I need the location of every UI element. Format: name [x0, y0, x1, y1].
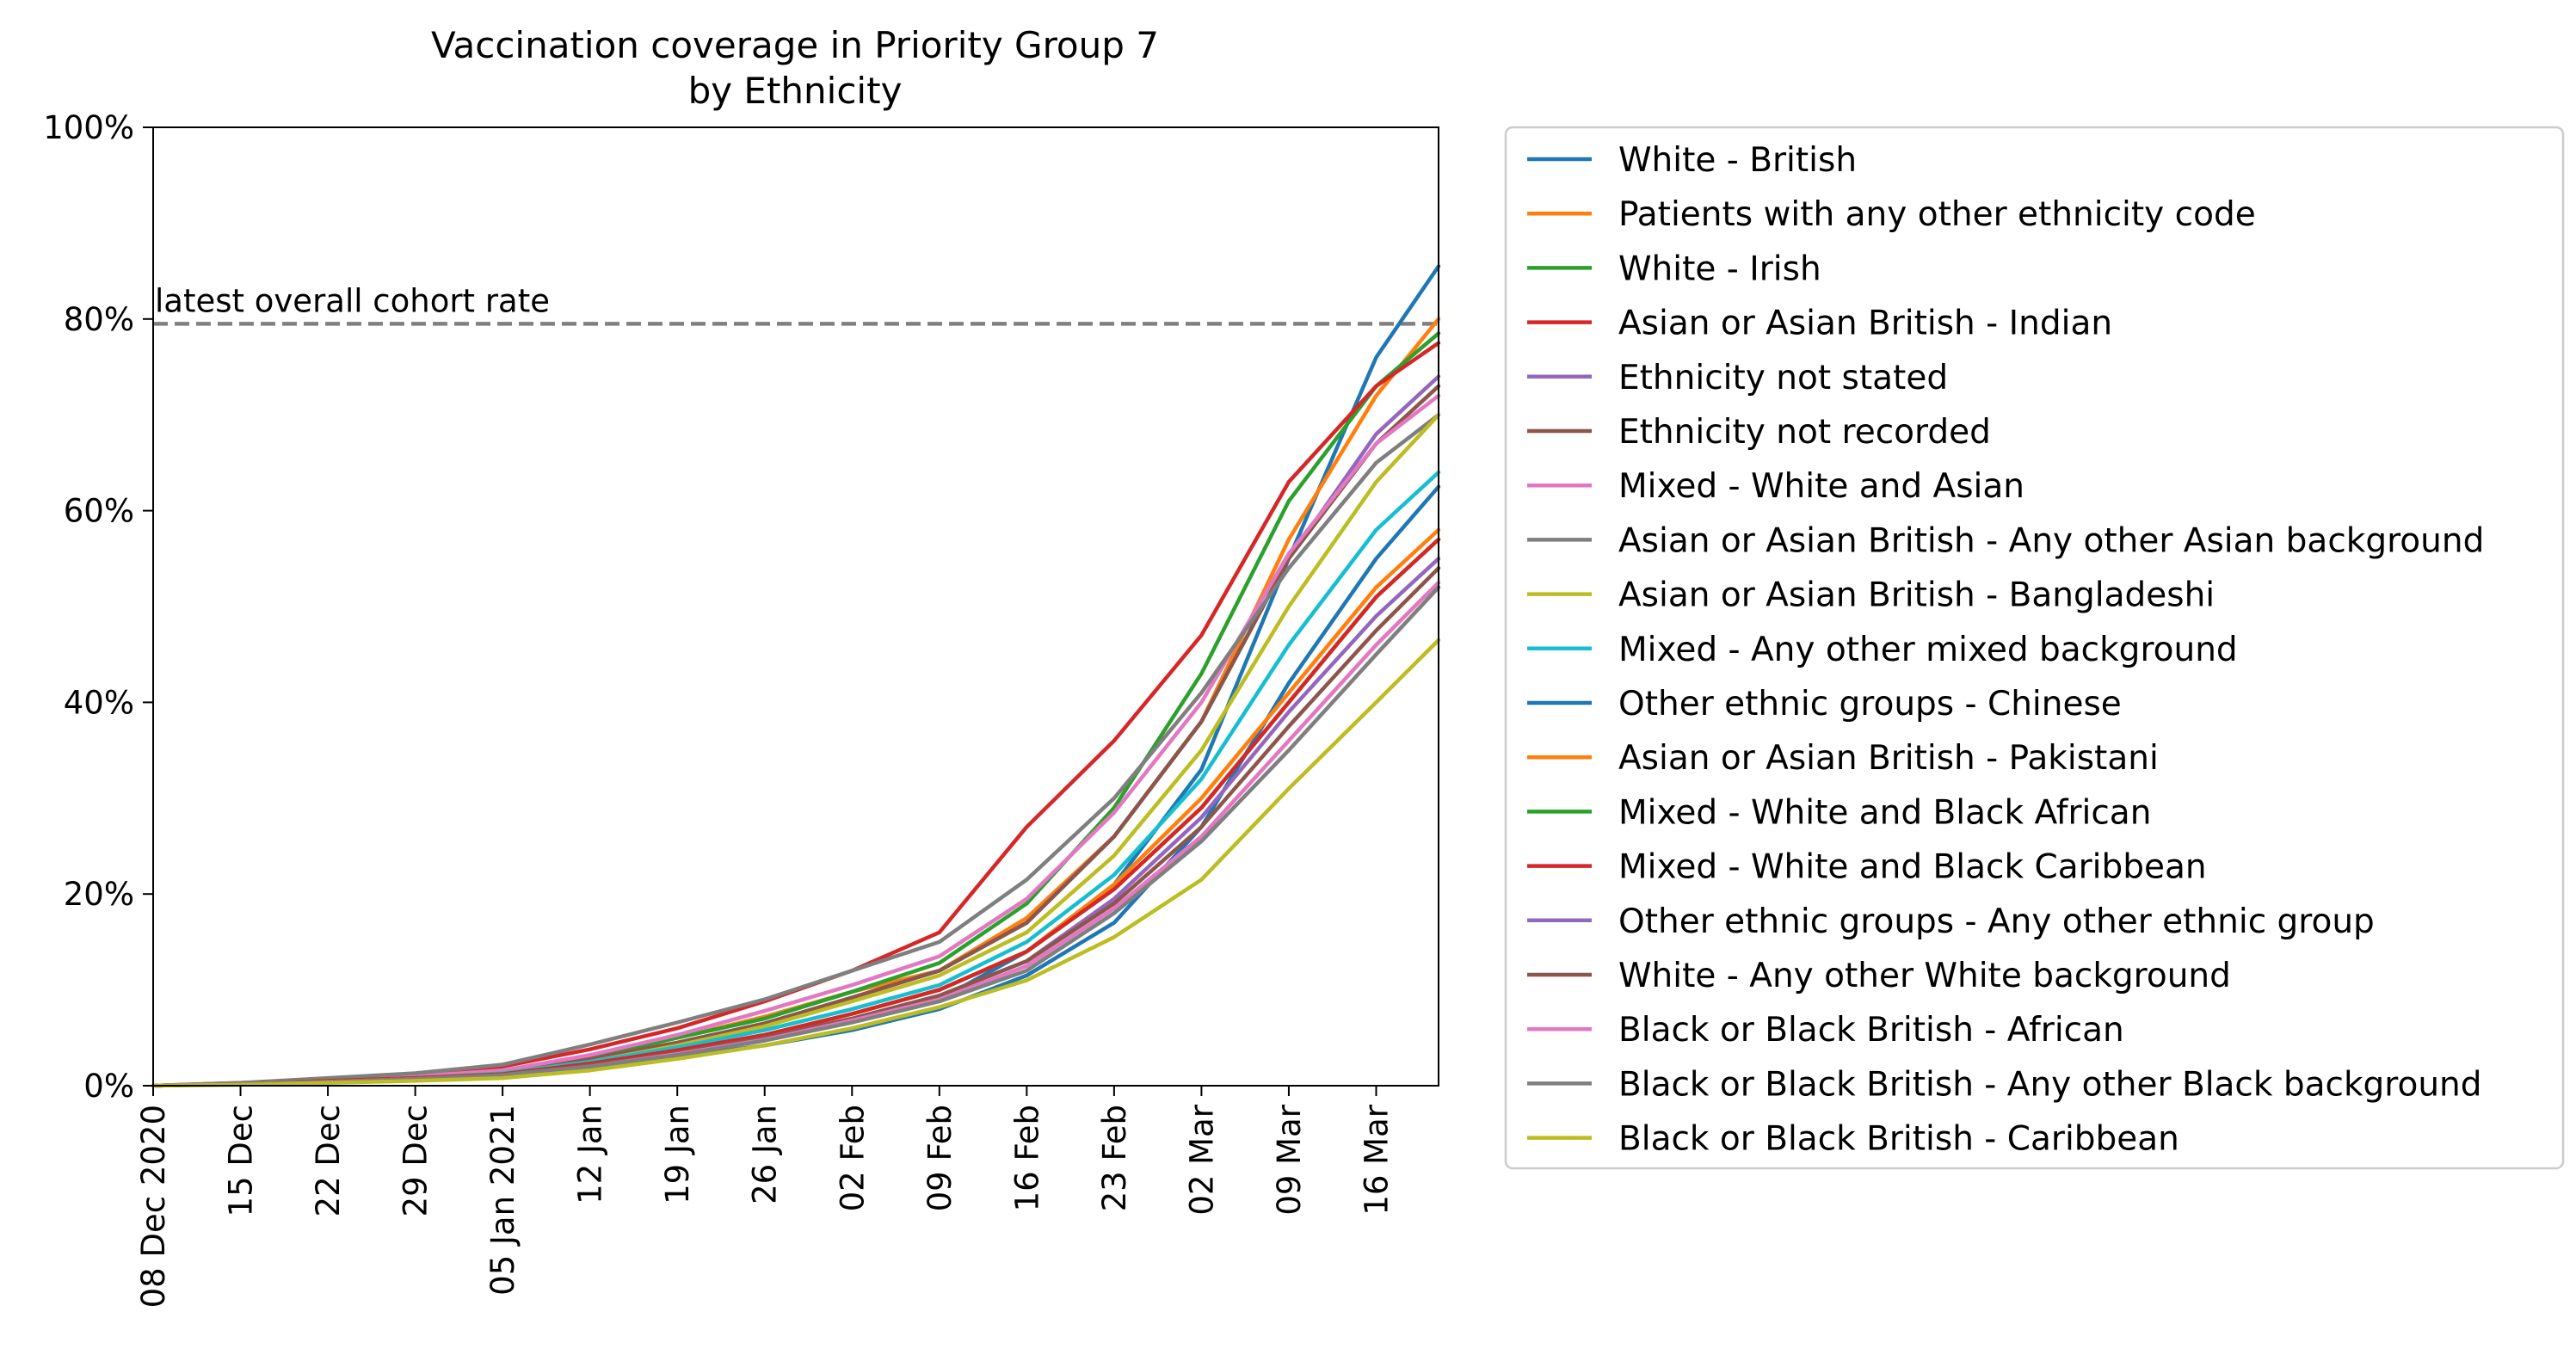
legend-entry: Asian or Asian British - Indian [1618, 305, 2112, 343]
x-tick-label: 05 Jan 2021 [484, 1105, 521, 1296]
x-tick-label: 16 Feb [1008, 1105, 1045, 1211]
x-tick-label: 12 Jan [572, 1105, 609, 1204]
series-line-8 [151, 412, 1441, 1088]
legend-entry: Other ethnic groups - Any other ethnic g… [1618, 902, 2375, 941]
y-tick-label: 60% [64, 493, 134, 530]
legend-entry: White - Any other White background [1618, 957, 2231, 995]
legend-entry: Other ethnic groups - Chinese [1618, 685, 2122, 724]
x-tick-label: 02 Mar [1183, 1104, 1220, 1215]
legend-entry: Black or Black British - African [1618, 1011, 2124, 1050]
x-tick-label: 09 Mar [1271, 1104, 1308, 1215]
x-tick-label: 16 Mar [1358, 1104, 1395, 1215]
x-tick-label: 23 Feb [1096, 1105, 1133, 1211]
reference-line-label: latest overall cohort rate [155, 282, 550, 319]
y-tick-label: 40% [64, 684, 134, 721]
legend-entry: Ethnicity not recorded [1618, 413, 1991, 452]
series-line-5 [151, 374, 1441, 1088]
series-line-2 [151, 317, 1441, 1088]
series-line-6 [151, 384, 1441, 1088]
series-line-14 [151, 537, 1441, 1088]
legend-entry: Asian or Asian British - Any other Asian… [1618, 521, 2484, 560]
legend-entry: Mixed - Any other mixed background [1618, 631, 2238, 669]
legend-entry: Mixed - White and Asian [1618, 467, 2024, 506]
legend-entry: White - Irish [1618, 249, 1821, 288]
y-tick-label: 0% [83, 1068, 134, 1105]
x-tick-label: 22 Dec [310, 1105, 347, 1216]
series-line-19 [151, 637, 1441, 1088]
legend-entry: Patients with any other ethnicity code [1618, 195, 2256, 234]
y-tick-label: 20% [64, 876, 134, 913]
legend-entry: Asian or Asian British - Pakistani [1618, 739, 2159, 778]
chart-title-line-2: by Ethnicity [688, 70, 903, 112]
legend-entry: Ethnicity not stated [1618, 359, 1948, 397]
legend-entry: Black or Black British - Caribbean [1618, 1120, 2179, 1159]
series-line-10 [151, 470, 1441, 1088]
legend: White - British Patients with any other e… [1504, 126, 2565, 1170]
series-line-13 [151, 537, 1441, 1088]
x-tick-label: 29 Dec [397, 1105, 434, 1216]
y-tick-label: 80% [64, 301, 134, 338]
chart-title: Vaccination coverage in Priority Group 7 [431, 24, 1159, 66]
plot-area: latest overall cohort rate 0% 20% 40% 60% 80%… [43, 109, 1441, 1308]
plot-frame [152, 126, 1439, 1087]
legend-entry: Mixed - White and Black Caribbean [1618, 848, 2207, 887]
series-line-7 [151, 393, 1441, 1088]
legend-frame [1504, 126, 2565, 1170]
x-tick-label: 15 Dec [223, 1105, 260, 1216]
legend-entry: White - British [1618, 141, 1857, 180]
x-tick-label: 02 Feb [834, 1105, 871, 1211]
legend-entry: Mixed - White and Black African [1618, 793, 2151, 832]
y-tick-label: 100% [43, 109, 134, 146]
legend-entry: Asian or Asian British - Bangladeshi [1618, 576, 2215, 615]
legend-entry: Black or Black British - Any other Black… [1618, 1065, 2482, 1104]
x-tick-label: 26 Jan [747, 1105, 784, 1204]
x-tick-label: 19 Jan [659, 1105, 696, 1204]
x-tick-label: 08 Dec 2020 [135, 1105, 172, 1308]
x-tick-label: 09 Feb [921, 1105, 958, 1211]
